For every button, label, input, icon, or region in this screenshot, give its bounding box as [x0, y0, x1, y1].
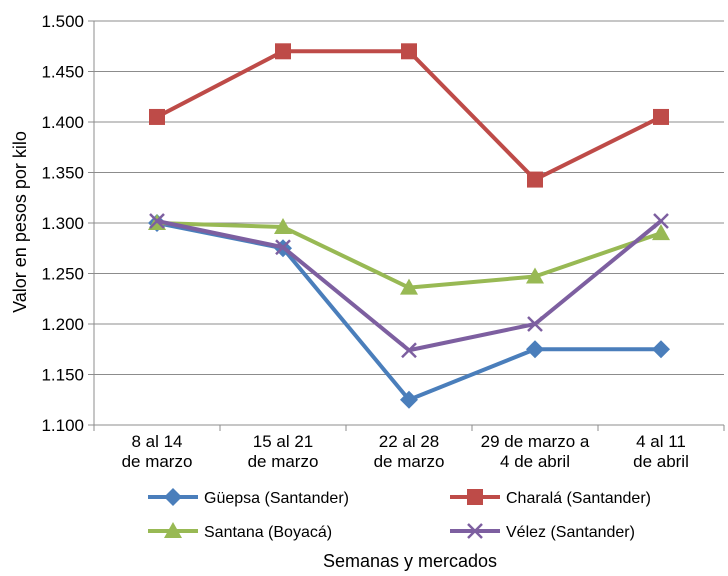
x-tick-label: 8 al 14 de marzo	[122, 432, 193, 471]
square-marker	[467, 489, 483, 505]
diamond-marker	[526, 340, 544, 359]
x-marker	[275, 239, 291, 256]
y-tick-label: 1.350	[41, 164, 84, 183]
x-tick-label: 22 al 28 de marzo	[374, 432, 445, 471]
x-marker	[149, 213, 165, 229]
series-layer	[148, 43, 670, 409]
square-marker	[653, 108, 669, 125]
legend: Güepsa (Santander) Charalá (Santander) San…	[148, 488, 651, 541]
legend-label: Charalá (Santander)	[506, 490, 651, 507]
triangle-marker	[652, 224, 670, 241]
y-tick-label: 1.100	[41, 416, 84, 435]
diamond-marker	[400, 390, 418, 409]
y-axis-ticks: 1.100 1.150 1.200 1.250 1.300 1.350 1.400 1.450…	[41, 12, 94, 435]
y-tick-label: 1.300	[41, 214, 84, 233]
y-tick-label: 1.450	[41, 63, 84, 82]
series-2	[148, 214, 670, 295]
y-tick-label: 1.400	[41, 113, 84, 132]
square-marker	[275, 43, 291, 60]
triangle-marker	[164, 522, 182, 538]
series-line	[156, 221, 661, 402]
series-0	[148, 214, 670, 409]
y-tick-label: 1.250	[41, 265, 84, 284]
x-marker	[527, 316, 543, 332]
x-marker	[401, 342, 417, 359]
legend-item: Santana (Boyacá)	[148, 522, 332, 541]
legend-label: Güepsa (Santander)	[204, 490, 349, 507]
x-marker	[467, 523, 483, 539]
triangle-marker	[274, 218, 292, 235]
legend-label: Santana (Boyacá)	[204, 524, 332, 541]
y-axis-title: Valor en pesos por kilo	[10, 131, 30, 313]
square-marker	[149, 108, 165, 125]
y-tick-label: 1.200	[41, 315, 84, 334]
series-1	[149, 43, 669, 188]
legend-item: Vélez (Santander)	[450, 523, 635, 541]
triangle-marker	[400, 278, 418, 295]
legend-label: Vélez (Santander)	[506, 524, 635, 541]
x-axis-ticks: 8 al 14 de marzo 15 al 21 de marzo 22 al 28 d…	[93, 425, 725, 471]
triangle-marker	[526, 267, 544, 284]
x-axis-title: Semanas y mercados	[323, 551, 497, 571]
x-tick-label: 15 al 21 de marzo	[248, 432, 319, 471]
gridlines	[93, 20, 724, 426]
y-tick-label: 1.500	[41, 12, 84, 31]
legend-item: Charalá (Santander)	[450, 489, 651, 507]
diamond-marker	[164, 488, 182, 506]
x-marker	[653, 213, 669, 229]
series-line	[156, 221, 662, 290]
x-tick-label: 4 al 11 de abril	[633, 432, 689, 471]
diamond-marker	[652, 340, 670, 359]
legend-item: Güepsa (Santander)	[148, 488, 349, 507]
square-marker	[527, 171, 543, 188]
square-marker	[401, 43, 417, 60]
series-line	[156, 49, 662, 182]
y-tick-label: 1.150	[41, 366, 84, 385]
series-3	[149, 213, 669, 359]
